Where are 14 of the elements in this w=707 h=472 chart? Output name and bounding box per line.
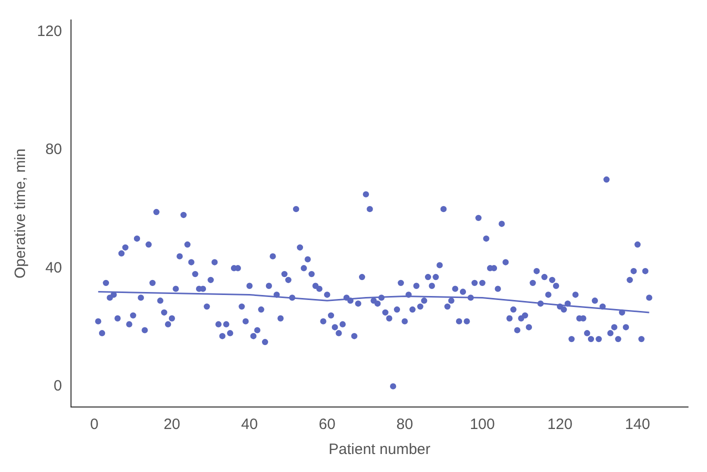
y-tick-label: 80 xyxy=(45,141,62,158)
x-tick-label: 60 xyxy=(318,416,336,434)
x-tick-label: 20 xyxy=(164,416,180,434)
x-tick-label: 0 xyxy=(90,416,98,434)
y-tick-label: 120 xyxy=(36,22,62,40)
x-tick-label: 40 xyxy=(241,416,258,434)
x-tick-label: 120 xyxy=(547,416,572,434)
x-tick-label: 140 xyxy=(625,416,650,434)
y-tick-label: 0 xyxy=(54,377,62,394)
x-tick-label: 100 xyxy=(470,416,495,434)
x-tick-label: 80 xyxy=(396,416,414,434)
y-axis-title: Operative time, min xyxy=(12,148,30,279)
y-tick-label: 40 xyxy=(45,259,62,276)
x-axis-title: Patient number xyxy=(328,441,430,458)
